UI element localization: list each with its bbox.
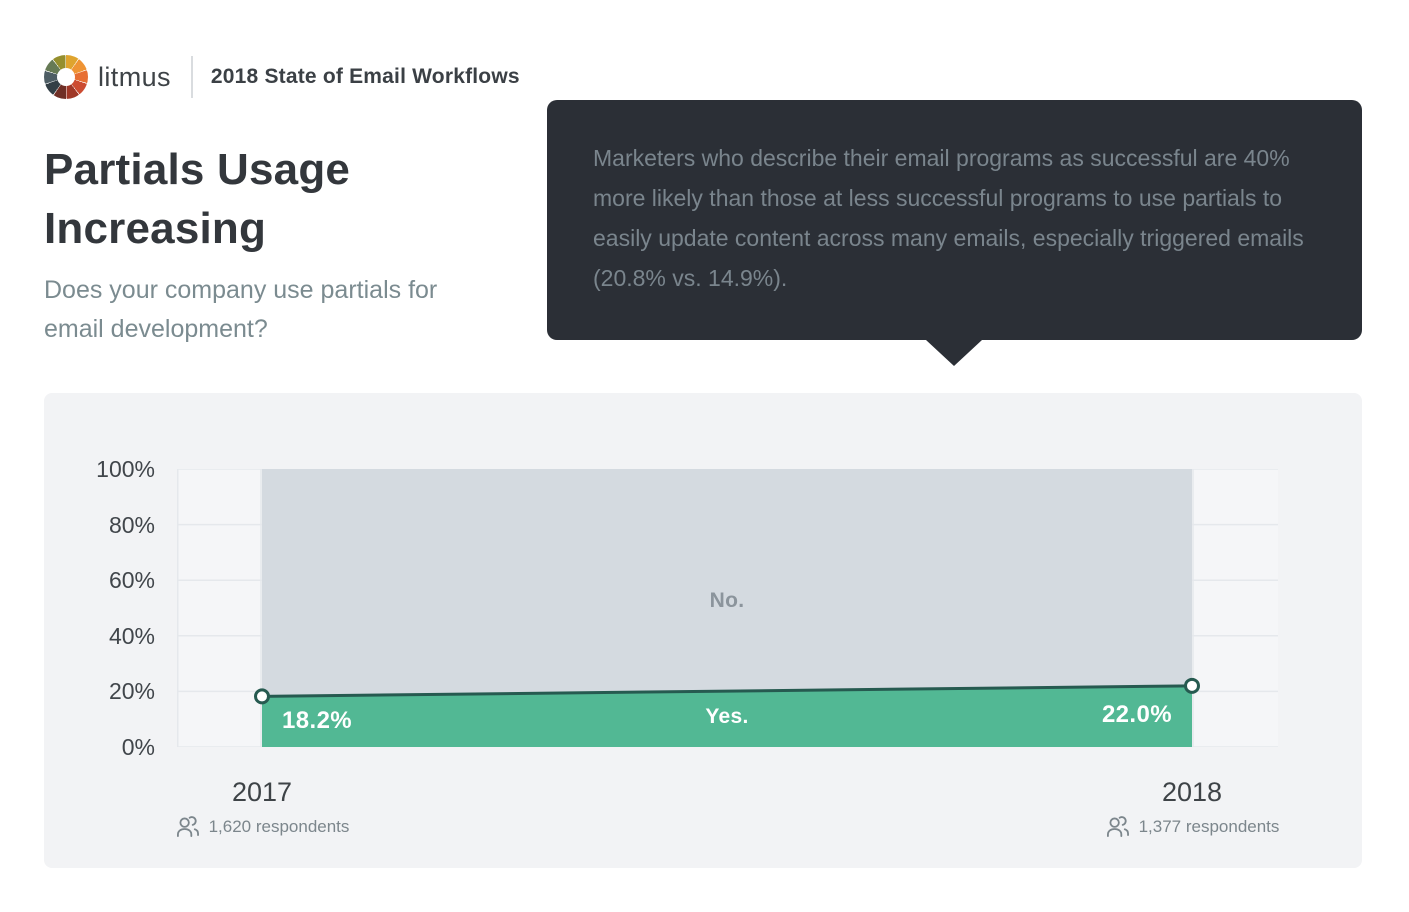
respondents-icon <box>1106 816 1129 837</box>
callout-arrow <box>926 340 982 366</box>
litmus-logo-icon <box>44 55 88 99</box>
value-label-2018: 22.0% <box>1101 701 1172 729</box>
area-chart-svg <box>177 468 1278 748</box>
data-point-marker <box>254 688 270 705</box>
y-axis-tick-label: 80% <box>108 511 155 538</box>
y-axis-tick-label: 60% <box>108 567 155 594</box>
report-header: litmus 2018 State of Email Workflows <box>44 54 520 100</box>
report-title: 2018 State of Email Workflows <box>210 65 520 88</box>
chart-panel: 0% 20% 40% 60% 80% 100% No. Yes. 18.2% 22.0% 2017 1… <box>44 393 1362 868</box>
page-title: Partials Usage Increasing <box>44 145 351 253</box>
y-axis-tick-label: 20% <box>108 678 155 705</box>
data-point-marker <box>1184 677 1200 694</box>
respondents-count: 1,377 respondents <box>1138 816 1280 836</box>
y-axis-tick-label: 0% <box>121 734 155 760</box>
yes-area <box>262 685 1192 747</box>
no-series-label: No. <box>709 589 745 613</box>
trend-line <box>261 684 1193 698</box>
page-subtitle: Does your company use partials for email… <box>44 276 438 343</box>
x-axis-group: 2017 1,620 respondents <box>92 777 432 838</box>
x-axis-label: 2018 <box>1161 777 1223 807</box>
respondents-icon <box>176 816 199 837</box>
insight-callout-text: Marketers who describe their email progr… <box>593 145 1304 291</box>
x-axis-group: 2018 1,377 respondents <box>1022 777 1362 838</box>
area-chart <box>177 468 1278 748</box>
x-axis-label: 2017 <box>231 777 293 807</box>
insight-callout: Marketers who describe their email progr… <box>547 100 1362 366</box>
value-label-2017: 18.2% <box>282 706 353 734</box>
respondents-count: 1,620 respondents <box>208 816 350 836</box>
brand-wordmark: litmus <box>98 61 171 92</box>
y-axis-tick-label: 100% <box>96 456 155 482</box>
yes-series-label: Yes. <box>705 705 749 729</box>
y-axis-tick-label: 40% <box>108 622 155 649</box>
respondents-row: 1,620 respondents <box>175 815 350 838</box>
no-area <box>262 469 1192 697</box>
respondents-row: 1,377 respondents <box>1105 815 1280 838</box>
header-divider <box>190 56 193 98</box>
